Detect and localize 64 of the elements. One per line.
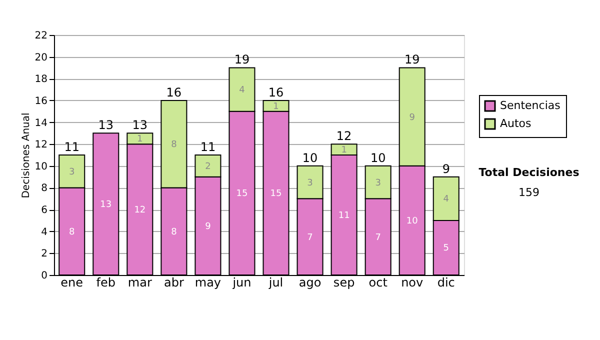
- y-axis-title: Decisiones Anual: [20, 112, 32, 198]
- data-label: 3: [375, 178, 381, 188]
- total-label: 12: [336, 129, 352, 144]
- y-tick-label: 6: [41, 205, 48, 216]
- total-label: 9: [442, 162, 450, 176]
- data-label: 5: [443, 244, 450, 254]
- x-tick-label: nov: [401, 276, 424, 290]
- y-tick-label: 2: [41, 248, 48, 260]
- y-tick-label: 8: [41, 183, 48, 194]
- x-tick-label: abr: [164, 276, 184, 290]
- x-tick-label: oct: [368, 276, 388, 290]
- data-label: 15: [270, 189, 282, 200]
- data-label: 13: [100, 200, 112, 210]
- data-label: 8: [171, 227, 178, 238]
- total-label: 16: [268, 85, 284, 100]
- x-tick-label: mar: [128, 276, 152, 290]
- y-tick-label: 22: [34, 30, 48, 42]
- data-label: 1: [273, 102, 279, 112]
- total-label: 13: [132, 118, 148, 132]
- total-label: 19: [404, 52, 420, 67]
- data-label: 7: [375, 232, 381, 243]
- x-tick-label: jun: [232, 276, 252, 290]
- text: 159: [518, 186, 540, 199]
- x-tick-label: feb: [96, 276, 116, 290]
- x-tick-label: ene: [60, 276, 84, 290]
- text: Total Decisiones: [478, 166, 580, 179]
- y-tick-label: 14: [34, 118, 48, 129]
- total-label: 16: [166, 85, 182, 100]
- total-label: 10: [370, 150, 386, 165]
- data-label: 1: [137, 134, 143, 145]
- legend-label: Autos: [500, 117, 532, 130]
- y-tick-label: 12: [34, 140, 48, 151]
- data-label: 15: [236, 189, 248, 200]
- data-label: 8: [171, 140, 178, 150]
- x-tick-label: jul: [268, 276, 284, 290]
- total-label: 19: [234, 52, 250, 67]
- y-tick-label: 10: [34, 161, 48, 172]
- total-label: 10: [302, 150, 318, 165]
- data-label: 10: [406, 216, 418, 226]
- data-label: 3: [68, 167, 75, 178]
- data-label: 2: [205, 162, 211, 172]
- y-tick-label: 0: [41, 270, 48, 282]
- data-label: 12: [134, 206, 146, 216]
- data-label: 4: [443, 194, 450, 205]
- y-tick-label: 18: [34, 74, 48, 86]
- data-label: 4: [239, 86, 246, 96]
- y-tick-label: 20: [34, 52, 48, 64]
- data-label: 3: [307, 178, 313, 188]
- y-tick-label: 16: [34, 96, 48, 107]
- data-label: 9: [409, 112, 416, 123]
- data-label: 7: [307, 232, 313, 243]
- x-tick-label: dic: [437, 276, 455, 290]
- y-tick-label: 4: [41, 226, 48, 238]
- data-label: 11: [338, 211, 350, 221]
- data-label: 9: [205, 222, 212, 232]
- x-tick-label: sep: [333, 276, 355, 290]
- total-label: 11: [64, 140, 80, 154]
- total-label: 11: [200, 140, 216, 154]
- legend-label: Sentencias: [500, 99, 561, 112]
- x-tick-label: may: [194, 276, 222, 290]
- total-label: 13: [98, 118, 114, 132]
- data-label: 1: [341, 146, 347, 156]
- data-label: 8: [68, 227, 75, 238]
- x-tick-label: ago: [298, 276, 322, 290]
